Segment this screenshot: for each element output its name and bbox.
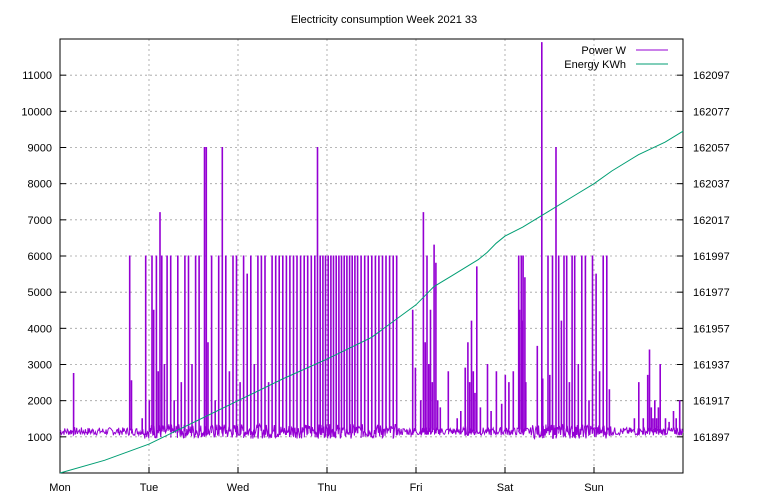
y2-tick-label: 161937 <box>693 360 730 372</box>
y2-tick-label: 161897 <box>693 432 730 444</box>
x-tick-label: Mon <box>49 482 70 494</box>
legend-label: Energy KWh <box>564 59 626 71</box>
y1-tick-label: 1000 <box>28 432 52 444</box>
y1-tick-label: 5000 <box>28 287 52 299</box>
y2-tick-label: 161957 <box>693 323 730 335</box>
plot-border <box>59 38 684 474</box>
y1-tick-label: 3000 <box>28 360 52 372</box>
x-tick-label: Sat <box>497 482 514 494</box>
x-tick-label: Thu <box>318 482 337 494</box>
legend-label: Power W <box>581 45 626 57</box>
y1-tick-label: 11000 <box>22 70 52 82</box>
y1-tick-label: 4000 <box>28 323 52 335</box>
y1-tick-label: 2000 <box>28 396 52 408</box>
y2-tick-label: 162057 <box>693 143 730 155</box>
y1-tick-label: 8000 <box>28 179 52 191</box>
series-energy-line <box>59 130 684 474</box>
y2-tick-label: 161917 <box>693 396 730 408</box>
x-tick-label: Wed <box>227 482 249 494</box>
x-tick-label: Sun <box>584 482 604 494</box>
legend: Power W Energy KWh <box>564 45 668 71</box>
y1-tick-label: 7000 <box>28 215 52 227</box>
y2-tick-label: 161977 <box>693 287 730 299</box>
chart-title: Electricity consumption Week 2021 33 <box>291 14 477 26</box>
x-tick-label: Tue <box>140 482 159 494</box>
y1-tick-label: 10000 <box>21 106 52 118</box>
y2-tick-label: 162097 <box>693 70 730 82</box>
y2-tick-label: 162077 <box>693 106 730 118</box>
y1-tick-label: 6000 <box>28 251 52 263</box>
y2-tick-label: 162037 <box>693 179 730 191</box>
y2-tick-label: 162017 <box>693 215 730 227</box>
x-tick-label: Fri <box>410 482 423 494</box>
series-layer <box>59 42 684 474</box>
axes: 1000 2000 3000 4000 5000 6000 7000 8000 9000 1000… <box>21 38 730 494</box>
y1-tick-label: 9000 <box>28 143 52 155</box>
y2-tick-label: 161997 <box>693 251 730 263</box>
series-power-line <box>59 42 684 441</box>
